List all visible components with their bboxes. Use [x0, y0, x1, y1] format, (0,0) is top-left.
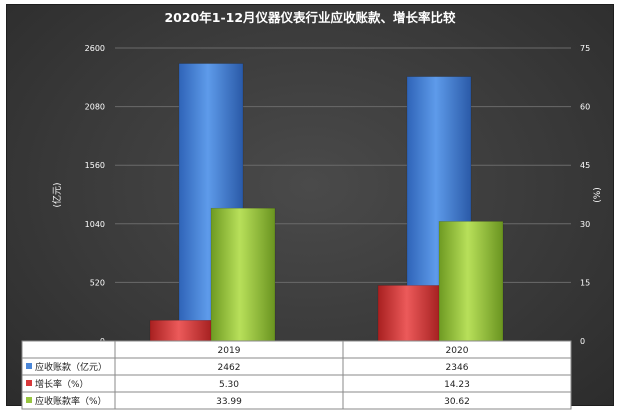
right-tick-label: 60: [580, 103, 590, 112]
right-axis-ticks: 0 15 30 45 60 75: [580, 44, 590, 346]
data-value: 5.30: [219, 380, 239, 390]
bar-growth-rate-2019: [149, 320, 215, 342]
data-value: 33.99: [216, 397, 242, 407]
legend-label: 增长率（%）: [35, 378, 89, 390]
data-value: 14.23: [444, 380, 470, 390]
bar-receivables-rate-2019: [210, 207, 276, 342]
legend-swatch: [26, 380, 32, 386]
data-table: 2019 2020 应收账款（亿元） 2462 2346 增长率（%） 5.30 14.23 应…: [21, 340, 572, 410]
legend-label: 应收账款（亿元）: [35, 361, 107, 373]
left-tick-label: 1040: [85, 220, 105, 229]
right-axis-label: (%): [593, 187, 603, 203]
data-value: 30.62: [444, 397, 470, 407]
legend-swatch: [26, 363, 32, 369]
legend-label: 应收账款率（%）: [35, 395, 107, 407]
bar-growth-rate-2020: [377, 285, 443, 342]
bars: [149, 63, 504, 342]
left-tick-label: 520: [90, 278, 105, 287]
data-value: 2462: [218, 363, 241, 373]
left-tick-label: 1560: [85, 161, 105, 170]
bar-receivables-rate-2020: [438, 221, 504, 342]
right-tick-label: 75: [580, 44, 590, 53]
left-axis-label: (亿元): [51, 182, 63, 207]
right-tick-label: 15: [580, 278, 590, 287]
left-axis-ticks: 05201040156020802600: [85, 44, 105, 346]
category-label: 2020: [446, 346, 469, 356]
right-tick-label: 30: [580, 220, 590, 229]
left-tick-label: 2600: [85, 44, 105, 53]
category-label: 2019: [218, 346, 241, 356]
right-tick-label: 45: [580, 161, 590, 170]
right-tick-label: 0: [580, 337, 585, 346]
data-value: 2346: [446, 363, 469, 373]
chart-title: 2020年1-12月仪器仪表行业应收账款、增长率比较: [164, 10, 456, 25]
chart-background: [6, 4, 614, 406]
left-tick-label: 2080: [85, 103, 105, 112]
legend-swatch: [26, 397, 32, 403]
